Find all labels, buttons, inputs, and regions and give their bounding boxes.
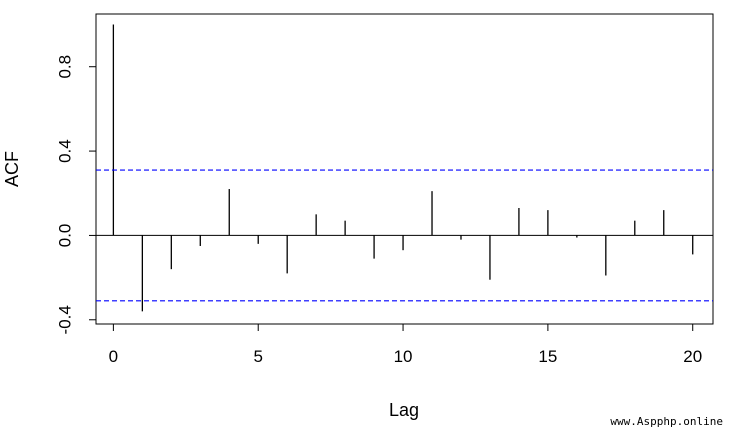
y-tick-label: 0.4: [55, 139, 74, 163]
y-axis-title: ACF: [2, 151, 22, 187]
y-axis: -0.4 0.0 0.4 0.8: [55, 55, 96, 334]
y-tick-label: 0.8: [55, 55, 74, 79]
y-tick-label: 0.0: [55, 224, 74, 248]
x-tick-label: 15: [538, 347, 557, 366]
x-tick-label: 0: [109, 347, 118, 366]
x-tick-label: 20: [683, 347, 702, 366]
x-tick-label: 10: [394, 347, 413, 366]
x-axis: 0 5 10 15 20: [109, 324, 702, 366]
x-axis-title: Lag: [389, 400, 419, 420]
plot-frame: [95, 13, 714, 325]
x-tick-label: 5: [253, 347, 262, 366]
y-tick-label: -0.4: [55, 305, 74, 334]
watermark: www.Aspphp.online: [610, 415, 723, 428]
acf-bars: [112, 24, 694, 312]
reference-lines: [96, 169, 713, 302]
